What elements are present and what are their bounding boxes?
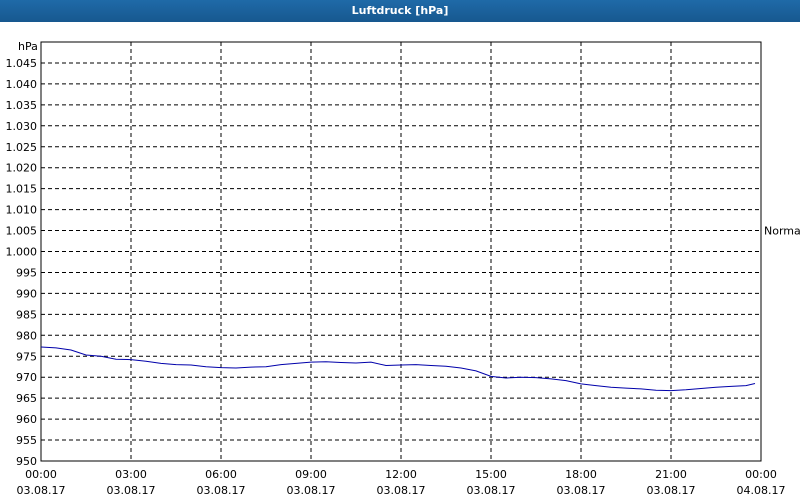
y-tick-label: 990 bbox=[16, 287, 37, 300]
chart-title-bar: Luftdruck [hPa] bbox=[0, 0, 800, 22]
reference-line-label: Normal bbox=[764, 225, 800, 238]
y-tick-label: 1.015 bbox=[6, 183, 38, 196]
x-tick-time-label: 12:00 bbox=[385, 468, 417, 481]
y-tick-label: 975 bbox=[16, 350, 37, 363]
pressure-series-line bbox=[40, 346, 756, 392]
x-tick-date-label: 03.08.17 bbox=[107, 484, 156, 497]
plot-frame bbox=[40, 41, 762, 462]
y-tick-label: 960 bbox=[16, 413, 37, 426]
y-tick-label: 985 bbox=[16, 308, 37, 321]
y-tick-label: 980 bbox=[16, 329, 37, 342]
y-tick-label: 1.030 bbox=[6, 120, 38, 133]
y-tick-label: 1.035 bbox=[6, 99, 38, 112]
x-tick-time-label: 03:00 bbox=[115, 468, 147, 481]
y-tick-label: 1.005 bbox=[6, 225, 38, 238]
pressure-chart: hPa 950 955 960 965 970 975 980 985 990 995 1.000 1… bbox=[6, 40, 800, 497]
y-axis-unit-label: hPa bbox=[18, 40, 38, 53]
x-tick-time-label: 00:00 bbox=[25, 468, 57, 481]
y-tick-label: 995 bbox=[16, 266, 37, 279]
grid bbox=[41, 42, 761, 461]
reference-line-group: Normal bbox=[764, 225, 800, 238]
x-tick-time-label: 15:00 bbox=[475, 468, 507, 481]
x-tick-date-label: 03.08.17 bbox=[467, 484, 516, 497]
x-tick-time-label: 18:00 bbox=[565, 468, 597, 481]
y-tick-label: 1.010 bbox=[6, 204, 38, 217]
x-tick-time-label: 06:00 bbox=[205, 468, 237, 481]
x-tick-time-label: 09:00 bbox=[295, 468, 327, 481]
y-tick-label: 970 bbox=[16, 371, 37, 384]
x-tick-time-label: 21:00 bbox=[655, 468, 687, 481]
x-tick-date-label: 03.08.17 bbox=[557, 484, 606, 497]
chart-area: hPa 950 955 960 965 970 975 980 985 990 995 1.000 1… bbox=[0, 22, 800, 500]
x-tick-date-label: 04.08.17 bbox=[737, 484, 786, 497]
y-tick-label: 1.000 bbox=[6, 246, 38, 259]
chart-title: Luftdruck [hPa] bbox=[351, 4, 449, 17]
series-layer bbox=[40, 346, 756, 392]
y-tick-label: 1.025 bbox=[6, 141, 38, 154]
x-tick-date-label: 03.08.17 bbox=[197, 484, 246, 497]
x-tick-time-label: 00:00 bbox=[745, 468, 777, 481]
x-tick-date-label: 03.08.17 bbox=[287, 484, 336, 497]
y-tick-label: 965 bbox=[16, 392, 37, 405]
y-axis-ticks: 950 955 960 965 970 975 980 985 990 995 1.000 1.005… bbox=[6, 57, 38, 468]
x-tick-date-label: 03.08.17 bbox=[647, 484, 696, 497]
y-tick-label: 955 bbox=[16, 434, 37, 447]
y-tick-label: 1.045 bbox=[6, 57, 38, 70]
y-tick-label: 950 bbox=[16, 455, 37, 468]
x-tick-date-label: 03.08.17 bbox=[17, 484, 66, 497]
y-tick-label: 1.040 bbox=[6, 78, 38, 91]
y-tick-label: 1.020 bbox=[6, 162, 38, 175]
x-tick-date-label: 03.08.17 bbox=[377, 484, 426, 497]
x-axis-ticks: 00:00 03.08.17 03:00 03.08.17 06:00 03.08.17 0… bbox=[17, 468, 786, 497]
